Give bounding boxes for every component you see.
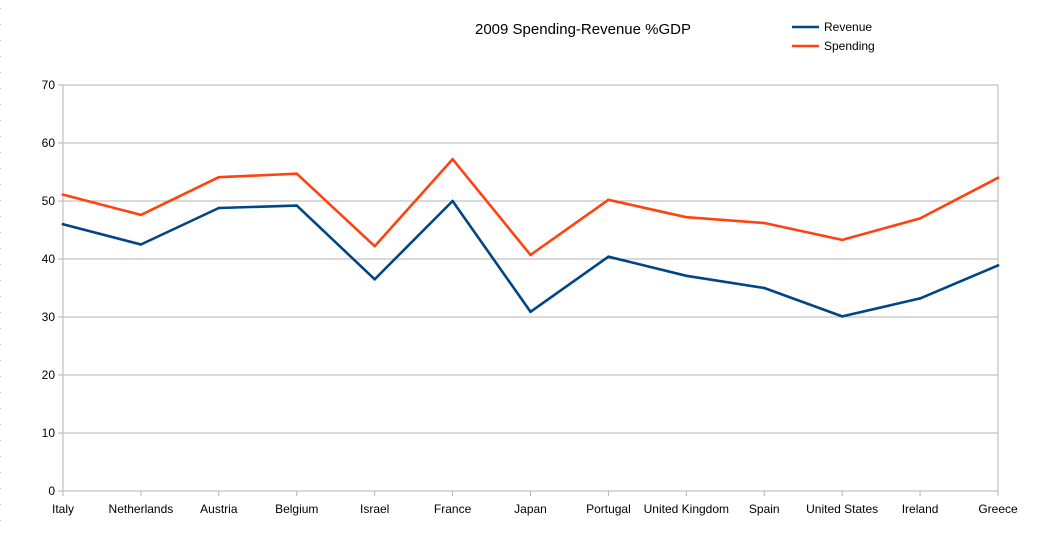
edge-dot: [0, 328, 1, 329]
data-point-spending: [61, 193, 65, 196]
y-tick-label: 70: [42, 78, 56, 92]
x-axis-tick-labels: Italy Netherlands Austria Belgium Israel Fran…: [52, 502, 1018, 516]
edge-dot: [0, 8, 1, 9]
data-point-spending: [139, 213, 143, 217]
edge-dot: [0, 344, 1, 345]
data-point-revenue: [217, 206, 221, 210]
edge-dot: [0, 136, 1, 137]
edge-dot: [0, 104, 1, 105]
x-tick-label: Spain: [749, 502, 780, 516]
data-point-spending: [373, 244, 376, 248]
y-tick-label: 40: [42, 252, 56, 266]
data-point-revenue: [373, 278, 376, 281]
x-tick-label: Japan: [514, 502, 547, 516]
x-tick-label: United States: [806, 502, 878, 516]
edge-dot: [0, 520, 1, 521]
edge-dot: [0, 88, 1, 89]
data-point-spending: [295, 172, 299, 176]
edge-dot: [0, 456, 1, 457]
y-tick-label: 20: [42, 368, 56, 382]
data-point-revenue: [607, 255, 610, 258]
edge-dot: [0, 200, 1, 201]
data-point-spending: [918, 217, 922, 220]
y-tick-label: 30: [42, 310, 56, 324]
edge-dot: [0, 232, 1, 233]
edge-dot: [0, 264, 1, 265]
data-point-spending: [529, 253, 532, 257]
y-axis-tick-labels: 0 10 20 30 40 50 60 70: [42, 78, 56, 498]
x-tick-label: France: [434, 502, 472, 516]
edge-dot: [0, 248, 1, 249]
edge-dot: [0, 152, 1, 153]
edge-dot: [0, 40, 1, 41]
x-tick-label: Greece: [978, 502, 1018, 516]
edge-dot: [0, 184, 1, 185]
edge-dot: [0, 376, 1, 377]
legend-label: Spending: [824, 39, 875, 53]
edge-dot: [0, 56, 1, 57]
edge-dot: [0, 504, 1, 505]
data-point-revenue: [762, 286, 766, 290]
x-tick-label: Portugal: [586, 502, 631, 516]
legend-label: Revenue: [824, 20, 872, 34]
x-tick-label: Netherlands: [109, 502, 174, 516]
y-tick-label: 60: [42, 136, 56, 150]
edge-dot: [0, 24, 1, 25]
x-tick-label: Italy: [52, 502, 74, 516]
data-point-spending: [607, 198, 610, 202]
data-point-revenue: [685, 274, 688, 278]
x-tick-label: Austria: [200, 502, 238, 516]
edge-dot: [0, 216, 1, 217]
data-point-spending: [996, 176, 1000, 180]
x-tick-label: Israel: [360, 502, 389, 516]
data-point-revenue: [840, 315, 844, 318]
data-point-spending: [840, 238, 844, 242]
data-point-revenue: [996, 264, 1000, 267]
left-edge-dots: [0, 8, 1, 521]
data-point-spending: [217, 175, 221, 179]
edge-dot: [0, 472, 1, 473]
axes: [62, 85, 999, 496]
data-point-revenue: [139, 243, 143, 246]
data-point-revenue: [451, 199, 454, 203]
edge-dot: [0, 296, 1, 297]
chart-title: 2009 Spending-Revenue %GDP: [475, 21, 691, 38]
gridlines: [58, 84, 998, 492]
edge-dot: [0, 424, 1, 425]
data-point-revenue: [295, 204, 299, 207]
x-tick-label: United Kingdom: [644, 502, 729, 516]
y-tick-label: 10: [42, 426, 56, 440]
series-line-spending: [61, 157, 1000, 257]
edge-dot: [0, 488, 1, 489]
data-point-spending: [762, 221, 766, 225]
edge-dot: [0, 392, 1, 393]
data-point-revenue: [529, 310, 532, 314]
data-point-revenue: [918, 297, 922, 300]
legend: Revenue Spending: [792, 20, 875, 53]
x-tick-label: Ireland: [902, 502, 939, 516]
y-tick-label: 0: [48, 484, 55, 498]
edge-dot: [0, 408, 1, 409]
data-point-revenue: [61, 222, 65, 226]
edge-dot: [0, 120, 1, 121]
series-lines: [61, 157, 1000, 318]
y-tick-label: 50: [42, 194, 56, 208]
data-point-spending: [451, 157, 454, 161]
x-tick-label: Belgium: [275, 502, 318, 516]
edge-dot: [0, 72, 1, 73]
edge-dot: [0, 280, 1, 281]
edge-dot: [0, 360, 1, 361]
data-point-spending: [685, 215, 688, 219]
edge-dot: [0, 440, 1, 441]
edge-dot: [0, 168, 1, 169]
edge-dot: [0, 312, 1, 313]
